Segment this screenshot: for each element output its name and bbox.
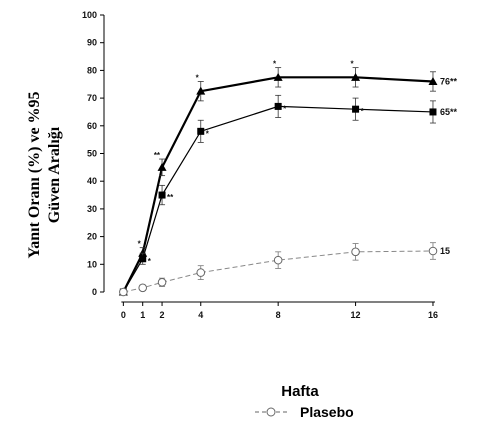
end-value-label: 65** xyxy=(440,107,458,117)
point-circle xyxy=(273,255,283,265)
significance-label: * xyxy=(148,257,152,266)
point-triangle xyxy=(157,162,167,171)
significance-label: * xyxy=(206,129,210,138)
x-tick-label: 0 xyxy=(121,310,126,320)
y-tick-label: 50 xyxy=(87,149,97,159)
point-circle xyxy=(138,283,148,293)
point-square xyxy=(274,102,282,110)
point-square xyxy=(158,191,166,199)
y-tick-label: 30 xyxy=(87,204,97,214)
point-circle xyxy=(351,247,360,257)
y-tick-label: 0 xyxy=(92,287,97,297)
y-tick-label: 40 xyxy=(87,176,97,186)
significance-label: * xyxy=(283,104,287,113)
point-triangle xyxy=(138,248,148,257)
point-circle xyxy=(119,287,128,297)
point-circle xyxy=(157,278,167,287)
point-triangle xyxy=(273,72,283,81)
point-square xyxy=(352,105,360,113)
legend: Plasebo xyxy=(255,404,354,420)
y-axis-title: Yanıt Oranı (%) ve %95 Güven Aralığı xyxy=(26,91,63,258)
series-square: ***** * 65** xyxy=(119,94,458,296)
x-axis-title: Hafta xyxy=(281,383,319,400)
y-tick-label: 70 xyxy=(87,93,97,103)
significance-label: ** xyxy=(154,151,161,160)
point-square xyxy=(197,127,205,135)
x-tick-label: 16 xyxy=(428,310,438,320)
x-tick-label: 12 xyxy=(351,310,361,320)
significance-label: * xyxy=(361,107,365,116)
y-tick-label: 100 xyxy=(82,10,97,20)
y-axis-title-line-2: Güven Aralığı xyxy=(46,126,63,223)
y-axis-title-line-1: Yanıt Oranı (%) ve %95 xyxy=(26,91,43,258)
series-layer: ***** *76******* * 65**15 xyxy=(118,60,458,297)
y-tick-label: 90 xyxy=(87,38,97,48)
series-circle-open: 15 xyxy=(119,242,450,297)
y-tick-label: 20 xyxy=(87,232,97,242)
end-value-label: 15 xyxy=(440,246,450,256)
x-tick-label: 4 xyxy=(198,310,203,320)
point-triangle xyxy=(428,76,438,85)
end-value-label: 76** xyxy=(440,76,458,86)
x-tick-label: 8 xyxy=(276,310,281,320)
y-tick-label: 60 xyxy=(87,121,97,131)
significance-label: * xyxy=(273,60,277,69)
significance-label: * xyxy=(196,73,200,82)
significance-label: ** xyxy=(167,193,174,202)
point-triangle xyxy=(351,72,361,81)
x-tick-label: 2 xyxy=(160,310,165,320)
legend-marker-circle xyxy=(266,407,276,417)
point-circle xyxy=(428,246,438,256)
significance-label: * xyxy=(350,60,354,69)
point-square xyxy=(429,108,437,116)
y-tick-label: 80 xyxy=(87,65,97,75)
legend-label-plasebo: Plasebo xyxy=(300,404,354,420)
point-triangle xyxy=(196,86,206,95)
point-square xyxy=(139,255,147,263)
series-triangle: ***** *76** xyxy=(118,60,458,296)
point-circle xyxy=(196,268,206,277)
x-tick-label: 1 xyxy=(140,310,145,320)
significance-label: * xyxy=(138,240,142,249)
y-tick-label: 10 xyxy=(87,259,97,269)
